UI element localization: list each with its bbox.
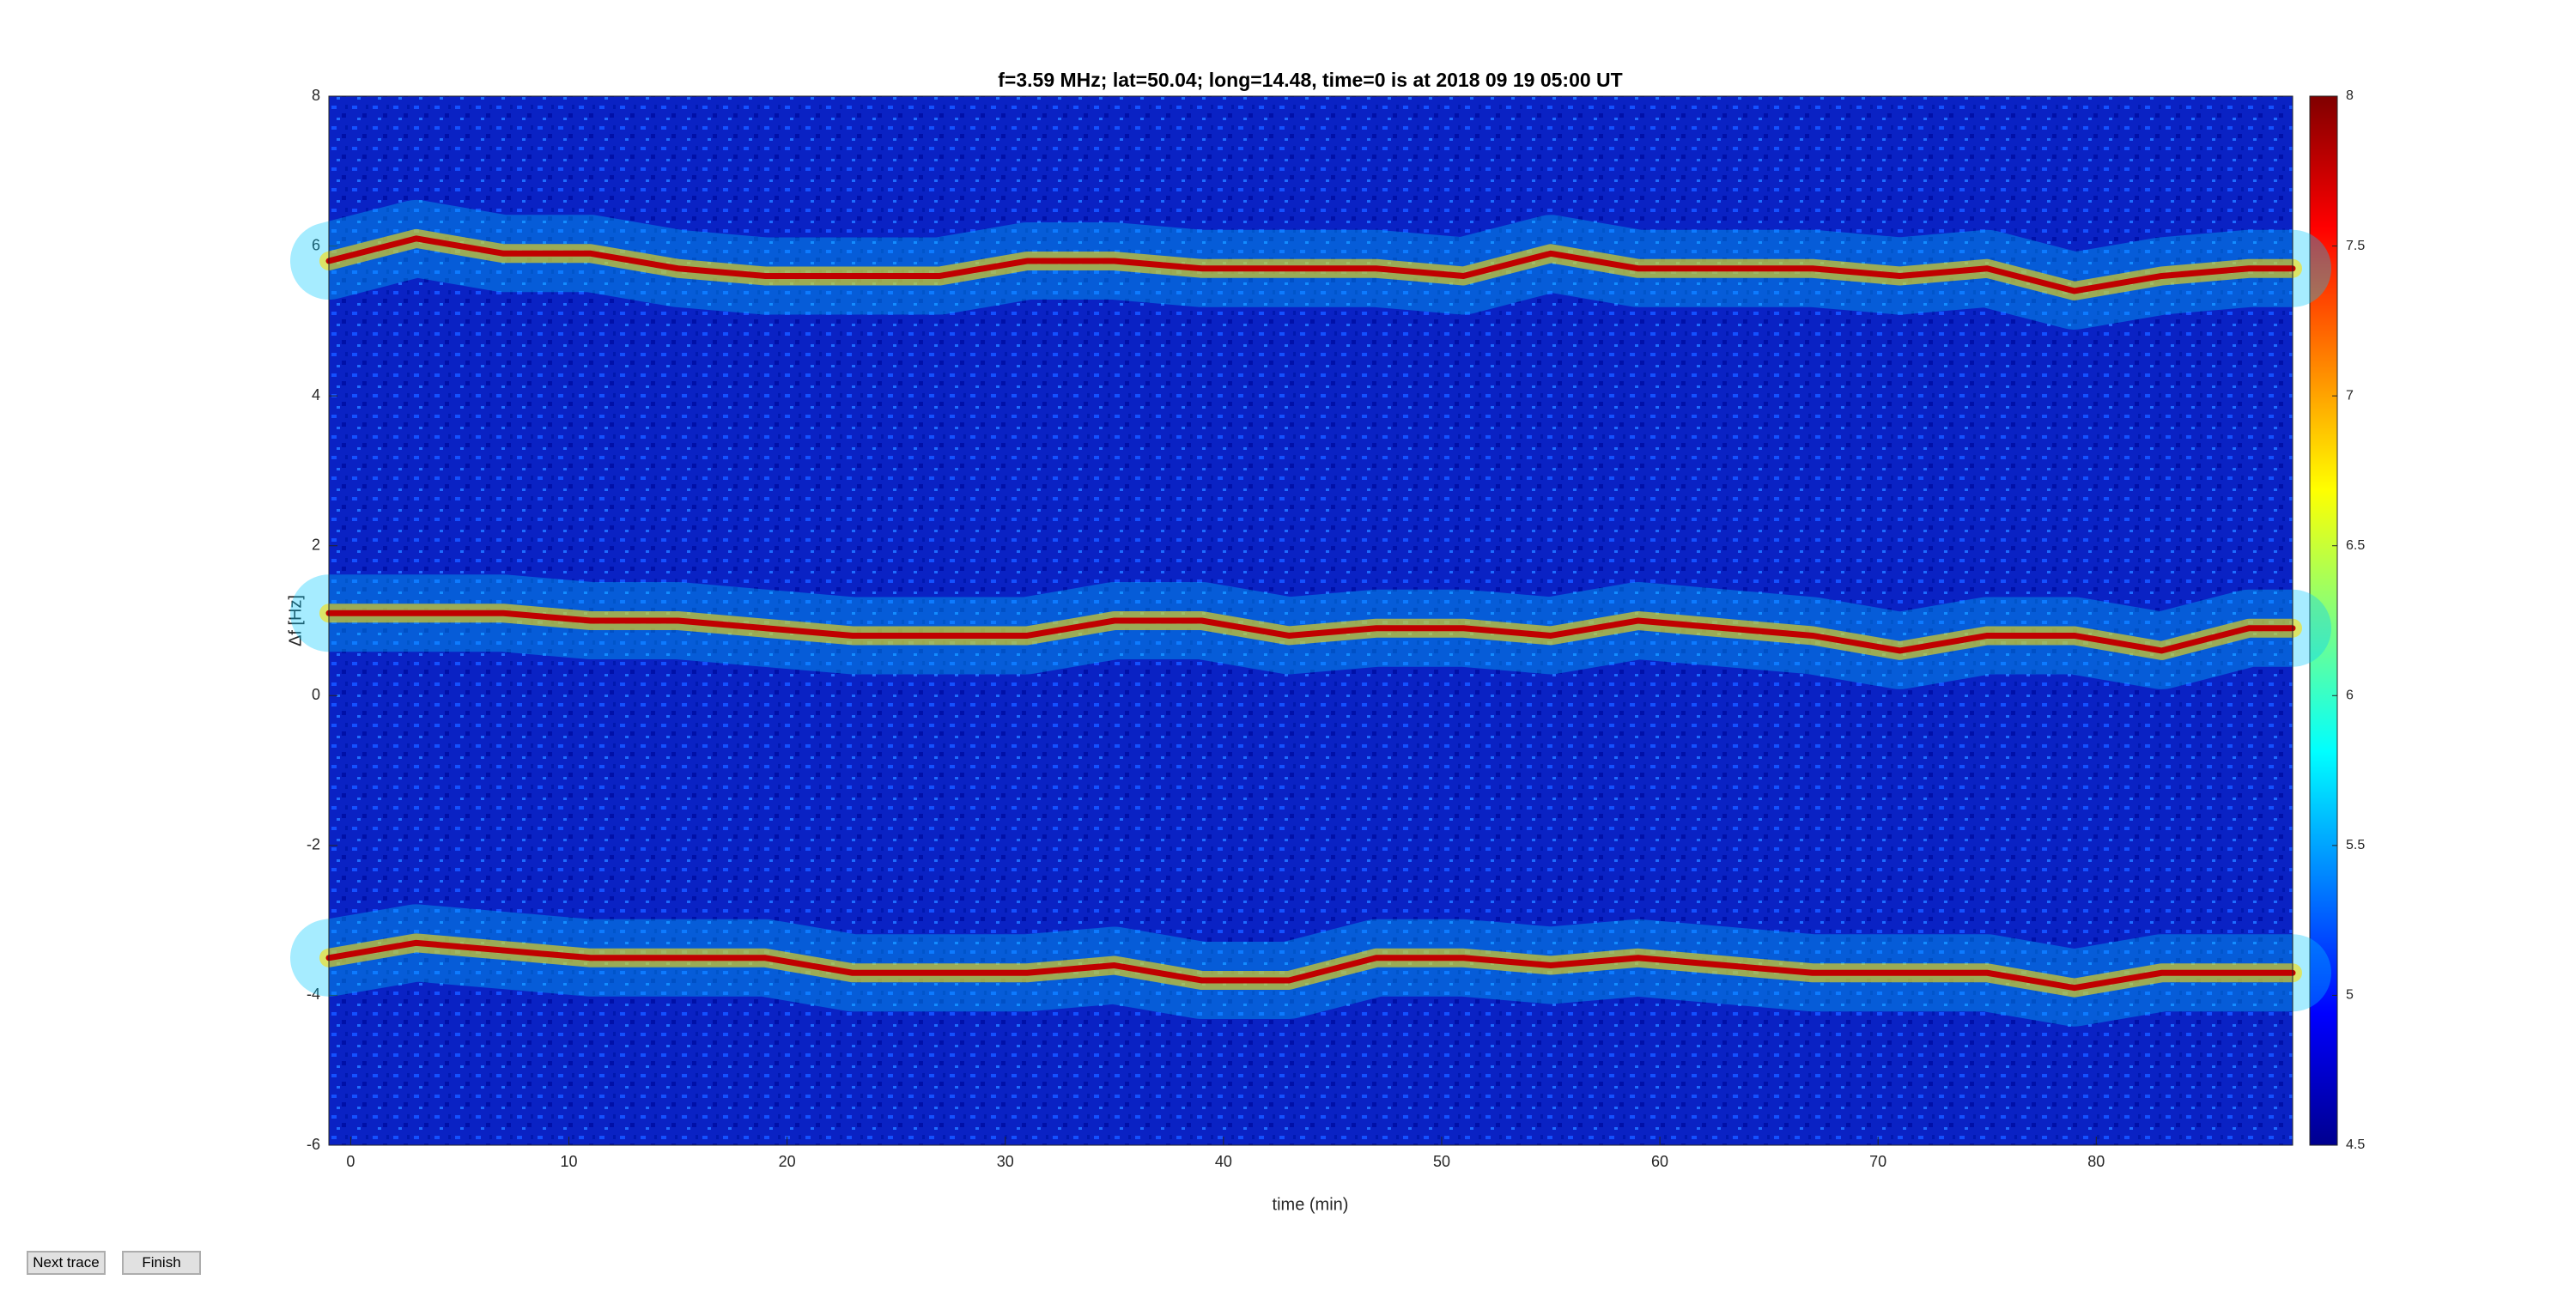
colorbar-tick-label: 6.5 bbox=[2346, 538, 2365, 553]
x-tick-label: 70 bbox=[1869, 1153, 1886, 1170]
y-tick-label: 8 bbox=[312, 87, 320, 104]
y-tick-label: 6 bbox=[312, 236, 320, 253]
x-tick-label: 20 bbox=[779, 1153, 796, 1170]
figure: f=3.59 MHz; lat=50.04; long=14.48, time=… bbox=[286, 69, 2365, 1214]
x-tick-label: 80 bbox=[2087, 1153, 2105, 1170]
x-tick-label: 30 bbox=[997, 1153, 1014, 1170]
colorbar-tick-label: 7.5 bbox=[2346, 239, 2365, 253]
next-trace-button[interactable]: Next trace bbox=[27, 1251, 106, 1275]
y-tick-label: -6 bbox=[307, 1136, 320, 1153]
y-tick-label: -4 bbox=[307, 986, 320, 1003]
trace bbox=[325, 610, 2296, 654]
x-tick-label: 40 bbox=[1215, 1153, 1232, 1170]
colorbar bbox=[2309, 95, 2338, 1146]
colorbar-tick-label: 4.5 bbox=[2346, 1137, 2365, 1152]
plot-frame bbox=[328, 95, 2293, 1146]
trace bbox=[325, 235, 2296, 294]
chart-title: f=3.59 MHz; lat=50.04; long=14.48, time=… bbox=[998, 69, 1622, 91]
colorbar-tick-label: 5 bbox=[2346, 988, 2354, 1003]
colorbar-tick-label: 8 bbox=[2346, 88, 2354, 103]
colorbar-tick-label: 7 bbox=[2346, 388, 2354, 403]
y-tick-label: 2 bbox=[312, 536, 320, 553]
x-tick-label: 60 bbox=[1651, 1153, 1668, 1170]
y-tick-label: -2 bbox=[307, 836, 320, 853]
x-tick-label: 0 bbox=[346, 1153, 355, 1170]
colorbar-tick-label: 5.5 bbox=[2346, 838, 2365, 852]
y-tick-label: 4 bbox=[312, 386, 320, 403]
y-axis-label: Δf [Hz] bbox=[286, 595, 305, 646]
colorbar-tick-label: 6 bbox=[2346, 688, 2354, 703]
x-axis-label: time (min) bbox=[1273, 1195, 1349, 1214]
finish-button[interactable]: Finish bbox=[122, 1251, 201, 1275]
y-tick-label: 0 bbox=[312, 686, 320, 703]
x-tick-label: 50 bbox=[1433, 1153, 1450, 1170]
x-tick-label: 10 bbox=[561, 1153, 578, 1170]
trace bbox=[325, 939, 2296, 992]
